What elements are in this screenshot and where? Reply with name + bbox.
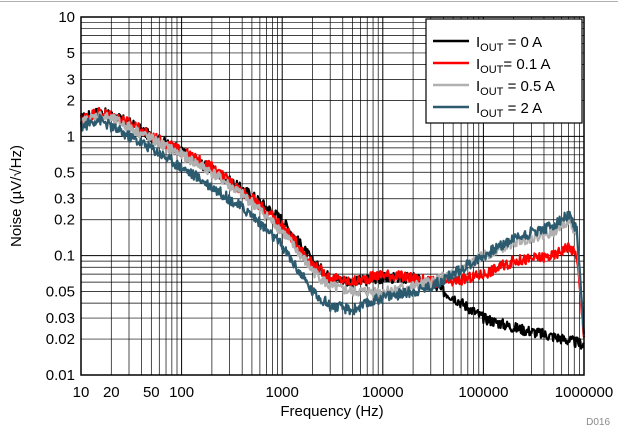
x-tick-label: 10000 — [362, 384, 404, 401]
series-line-3 — [79, 113, 586, 335]
y-tick-label: 0.05 — [46, 284, 75, 301]
legend-label-2: IOUT = 0.5 A — [476, 78, 555, 98]
y-tick-label: 2 — [67, 92, 75, 109]
legend-label-3: IOUT = 2 A — [476, 100, 542, 120]
y-tick-label: 10 — [58, 9, 75, 26]
y-tick-label: 5 — [67, 45, 75, 62]
y-tick-label: 0.02 — [46, 331, 75, 348]
y-tick-label: 0.03 — [46, 310, 75, 327]
figure-id: D016 — [586, 417, 610, 427]
y-tick-label: 0.2 — [54, 212, 75, 229]
plot-frame — [80, 16, 585, 376]
y-axis-title: Noise (µV/√Hz) — [8, 145, 25, 247]
x-tick-label: 10 — [73, 384, 90, 401]
x-tick-label: 50 — [143, 384, 160, 401]
y-tick-label: 0.01 — [46, 367, 75, 384]
legend-box — [425, 18, 583, 124]
y-tick-label: 0.5 — [54, 164, 75, 181]
x-axis-title: Frequency (Hz) — [280, 403, 383, 420]
x-tick-label: 100 — [169, 384, 194, 401]
x-tick-label: 20 — [103, 384, 120, 401]
x-tick-label: 1000000 — [555, 384, 613, 401]
top-rule — [0, 1, 618, 2]
y-tick-label: 1 — [67, 128, 75, 145]
legend-label-0: IOUT = 0 A — [476, 34, 542, 54]
y-tick-label: 3 — [67, 71, 75, 88]
y-tick-labels: 0.01 0.02 0.03 0.05 0.1 0.2 0.3 0.5 1 2 3 5 10 — [46, 9, 75, 384]
x-tick-label: 100000 — [458, 384, 508, 401]
y-tick-label: 0.3 — [54, 191, 75, 208]
y-tick-label: 0.1 — [54, 248, 75, 265]
x-tick-label: 1000 — [266, 384, 299, 401]
legend-label-1: IOUT= 0.1 A — [476, 56, 551, 76]
x-tick-labels: 10 20 50 100 1000 10000 100000 1000000 — [73, 384, 614, 401]
series-layer — [79, 106, 586, 350]
series-line-2 — [80, 111, 586, 336]
